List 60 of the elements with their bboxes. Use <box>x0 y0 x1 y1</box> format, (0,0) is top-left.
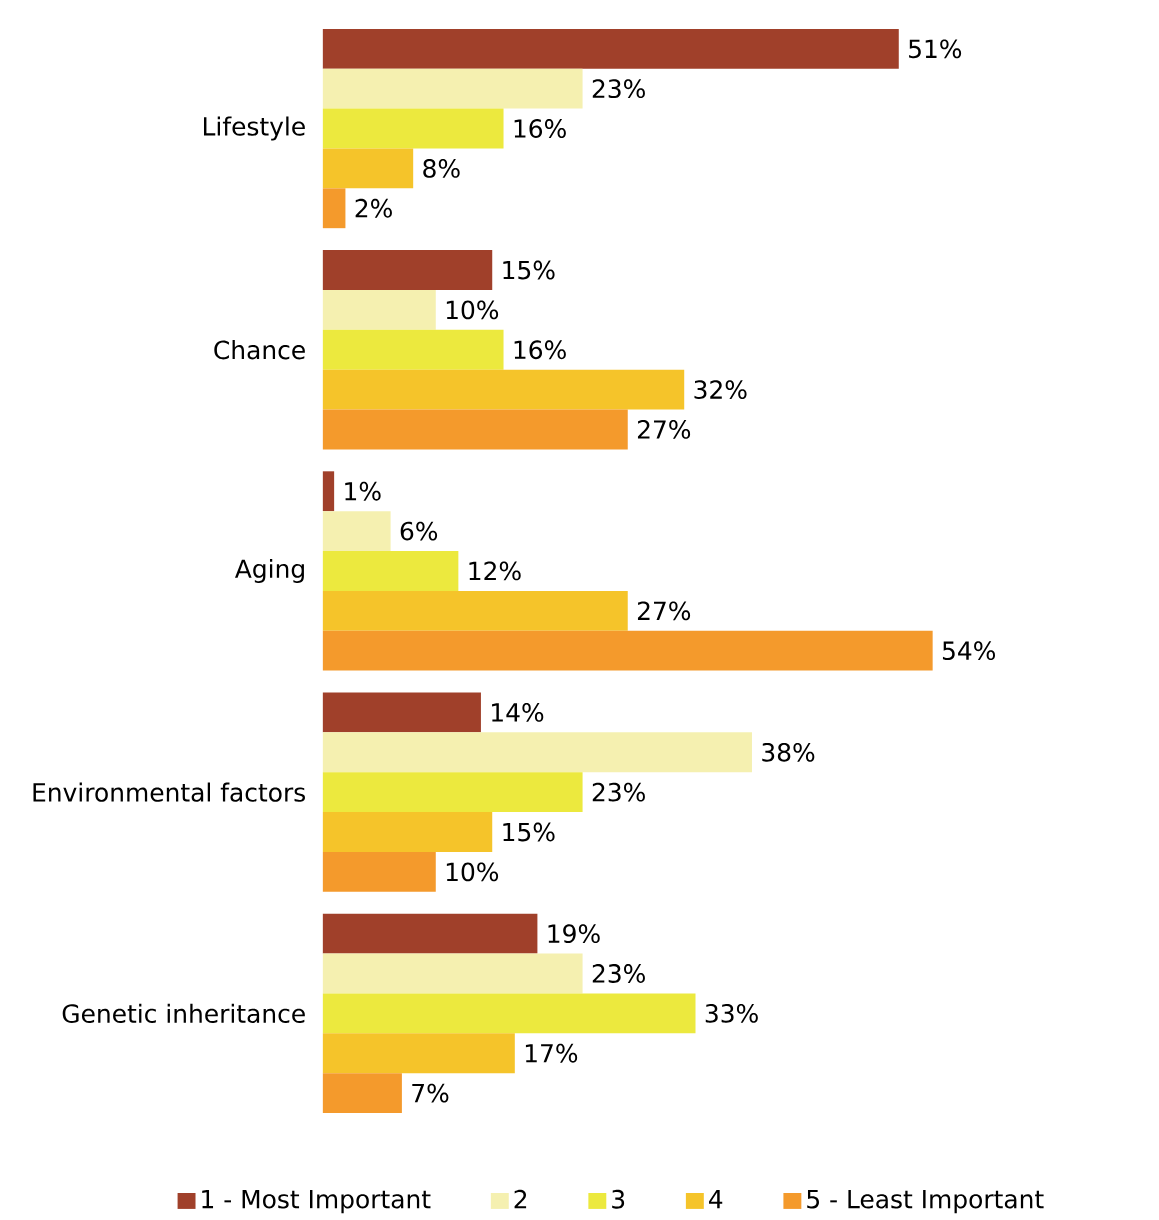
bar <box>322 409 628 450</box>
data-label: 19% <box>548 924 600 944</box>
bar <box>322 108 504 149</box>
data-label: 17% <box>526 1043 578 1063</box>
y-tick-label: Aging <box>235 558 304 583</box>
data-label: 23% <box>592 782 646 802</box>
legend-label: 5 - Least Important <box>807 1190 1044 1214</box>
data-label: 32% <box>694 380 747 400</box>
data-label: 2% <box>355 198 393 218</box>
bar <box>322 250 493 290</box>
data-label: 38% <box>762 742 815 762</box>
data-label: 16% <box>514 119 566 138</box>
data-label: 23% <box>592 964 646 983</box>
data-label: 15% <box>503 260 555 280</box>
legend-label: 2 <box>514 1189 527 1209</box>
bar <box>322 369 685 410</box>
legend-label: 4 <box>709 1190 723 1209</box>
data-label: 8% <box>423 158 460 178</box>
bar <box>322 732 753 773</box>
data-label: 16% <box>514 340 566 360</box>
bar <box>322 953 583 994</box>
data-label: 33% <box>705 1003 758 1023</box>
bar <box>322 772 583 813</box>
data-label: 23% <box>592 79 646 99</box>
bar <box>322 551 459 591</box>
legend-label: 1 - Most Important <box>202 1190 431 1214</box>
bar <box>322 68 583 109</box>
data-label: 6% <box>400 521 438 541</box>
data-label: 10% <box>446 300 499 320</box>
data-label: 10% <box>446 862 499 882</box>
bar <box>322 630 933 671</box>
data-label: 14% <box>492 703 544 722</box>
bar <box>322 851 436 892</box>
y-tick-label: Environmental factors <box>33 782 306 802</box>
bar <box>322 1073 402 1114</box>
y-tick-label: Lifestyle <box>204 116 305 141</box>
bar <box>322 692 482 733</box>
data-label: 1% <box>345 481 381 501</box>
bar <box>322 329 504 370</box>
bar <box>322 471 335 512</box>
bar <box>322 1033 515 1074</box>
legend-label: 3 <box>612 1189 625 1209</box>
y-tick-label: Genetic inheritance <box>62 1003 305 1023</box>
bar <box>322 289 436 330</box>
data-label: 27% <box>638 420 691 439</box>
data-label: 51% <box>909 39 962 59</box>
bar <box>322 812 493 852</box>
bar <box>322 188 346 229</box>
y-tick-label: Chance <box>214 340 305 360</box>
data-label: 7% <box>412 1083 449 1103</box>
bar <box>322 913 538 954</box>
bar <box>322 590 628 631</box>
bar <box>322 511 391 552</box>
bar <box>322 993 696 1034</box>
data-label: 15% <box>503 822 555 842</box>
data-label: 12% <box>469 561 521 581</box>
bar <box>322 148 414 189</box>
bar <box>322 28 899 69</box>
data-label: 54% <box>943 641 996 661</box>
data-label: 27% <box>638 601 691 621</box>
